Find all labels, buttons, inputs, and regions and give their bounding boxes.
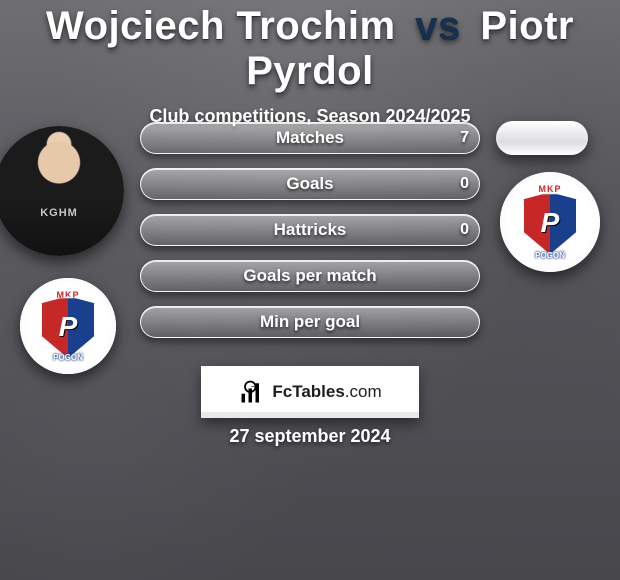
crest-shield [522,192,578,254]
stat-label: Goals [141,169,479,199]
stats-section: Matches 7 Goals 0 Hattricks 0 Goals per … [140,122,480,352]
player1-avatar [0,126,124,256]
stat-row-goals-per-match: Goals per match [140,260,480,292]
brand-domain: .com [345,382,382,401]
brand-text: FcTables.com [272,382,381,402]
vs-label: vs [407,4,469,48]
stat-label: Hattricks [141,215,479,245]
stat-label: Matches [141,123,479,153]
brand-chart-icon [238,378,266,406]
stat-right-value [459,307,479,337]
stat-left-value [141,169,161,199]
stat-row-hattricks: Hattricks 0 [140,214,480,246]
stat-row-min-per-goal: Min per goal [140,306,480,338]
player1-name: Wojciech Trochim [46,4,396,48]
player2-club-logo: MKP POGOŃ [500,172,600,272]
player1-photo [0,126,124,256]
stat-right-value: 7 [450,123,479,153]
page-title: Wojciech Trochim vs Piotr Pyrdol [0,4,620,94]
stat-right-value [459,261,479,291]
crest-bottom-text: POGOŃ [20,353,116,362]
date-label: 27 september 2024 [0,426,620,447]
stat-left-value [141,261,161,291]
stat-left-value [141,307,161,337]
crest-shield [40,296,96,358]
club-crest: MKP POGOŃ [20,278,116,374]
stat-right-value: 0 [450,169,479,199]
crest-bottom-text: POGOŃ [500,251,600,260]
brand-name: FcTables [272,382,344,401]
brand-bar: FcTables.com [201,366,419,418]
stat-label: Goals per match [141,261,479,291]
stat-right-value: 0 [450,215,479,245]
player1-club-logo: MKP POGOŃ [20,278,116,374]
stat-row-goals: Goals 0 [140,168,480,200]
club-crest: MKP POGOŃ [500,172,600,272]
stat-label: Min per goal [141,307,479,337]
stat-row-matches: Matches 7 [140,122,480,154]
content-frame: Wojciech Trochim vs Piotr Pyrdol Club co… [0,0,620,580]
stat-left-value [141,123,161,153]
player2-avatar-placeholder [496,121,588,155]
stat-left-value [141,215,161,245]
